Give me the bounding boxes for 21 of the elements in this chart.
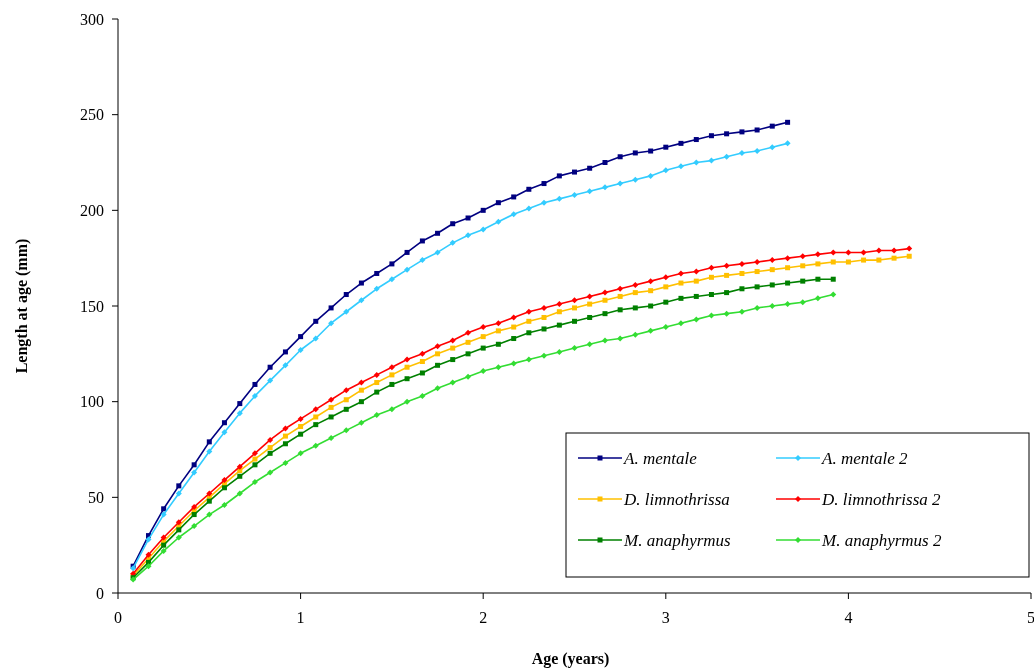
x-tick-label: 5 (1027, 609, 1034, 626)
y-tick-label: 300 (80, 10, 104, 28)
legend-label: D. limnothrissa 2 (821, 489, 942, 509)
x-axis-title: Age (years) (531, 650, 610, 668)
y-tick-label: 250 (80, 106, 104, 124)
y-tick-label: 200 (80, 201, 104, 219)
legend-label: D. limnothrissa (623, 489, 730, 509)
y-tick-label: 50 (88, 488, 104, 506)
legend-label: A. mentale 2 (821, 448, 908, 468)
y-axis-title: Length at age (mm) (13, 238, 31, 374)
y-tick-label: 150 (80, 297, 104, 315)
legend-label: A. mentale (623, 448, 698, 468)
y-tick-label: 100 (80, 393, 104, 411)
x-tick-label: 1 (296, 609, 305, 626)
y-tick-label: 0 (96, 584, 104, 602)
x-tick-label: 3 (661, 609, 670, 626)
legend-label: M. anaphyrmus 2 (821, 530, 942, 550)
x-tick-label: 0 (114, 609, 122, 626)
x-tick-label: 2 (479, 609, 488, 626)
x-tick-label: 4 (844, 609, 853, 626)
legend-label: M. anaphyrmus (623, 530, 732, 550)
